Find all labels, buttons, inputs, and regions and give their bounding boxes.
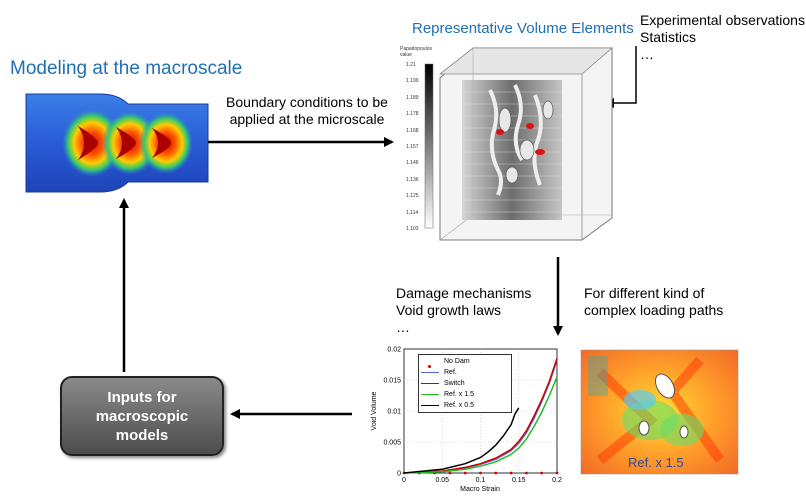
observations-line-1: Experimental observations <box>640 12 805 28</box>
colorbar-title-line-2: value <box>400 52 412 58</box>
series-point-no-dam <box>525 471 528 475</box>
legend-swatch <box>421 405 439 406</box>
chart-legend: No Dam Ref. Switch Ref. x 1.5 Ref. x 0.5 <box>418 354 512 413</box>
colorbar-title: Papadopoulos value <box>400 46 432 58</box>
observations-text: Experimental observations Statistics … <box>640 12 805 63</box>
stress-map: Ref. x 1.5 <box>580 349 739 475</box>
rve-colorbar <box>424 63 434 229</box>
rve-cube <box>438 47 614 241</box>
series-point-no-dam <box>509 471 513 475</box>
series-line-ref-x-1-5 <box>403 376 558 474</box>
chart-ytick-label: 0.01 <box>387 409 401 416</box>
loading-line-2: complex loading paths <box>584 302 724 318</box>
legend-label: Ref. x 0.5 <box>444 402 474 409</box>
colorbar-tick: 1.114 <box>406 209 419 216</box>
chart-xtick-label: 0.2 <box>552 477 562 484</box>
legend-entry-switch: Switch <box>421 378 509 389</box>
chart-series <box>402 358 559 475</box>
chart-xlabel: Macro Strain <box>460 486 500 493</box>
observations-line-2: Statistics <box>640 29 697 45</box>
chart-ylabel: Void Volume <box>371 391 378 430</box>
series-point-no-dam <box>555 471 559 475</box>
series-line-switch <box>403 358 558 474</box>
legend-entry-ref: Ref. <box>421 367 509 378</box>
inputs-line-3: models <box>115 426 169 444</box>
colorbar-tick: 1.146 <box>406 160 419 167</box>
chart-xtick-label: 0.05 <box>435 477 449 484</box>
colorbar-tick: 1.178 <box>406 111 419 118</box>
loading-line-1: For different kind of <box>584 285 705 301</box>
macroscale-title: Modeling at the macroscale <box>10 58 243 79</box>
series-point-no-dam <box>463 471 467 475</box>
series-point-no-dam <box>448 471 452 475</box>
colorbar-tick: 1.21 <box>406 62 416 68</box>
colorbar-tick: 1.103 <box>406 226 419 232</box>
rve-title: Representative Volume Elements <box>412 20 634 37</box>
series-point-no-dam <box>540 471 544 475</box>
stress-map-label: Ref. x 1.5 <box>628 455 684 470</box>
legend-entry-ref-x-1-5: Ref. x 1.5 <box>421 389 509 400</box>
observations-line-3: … <box>640 46 654 62</box>
colorbar-tick: 1.125 <box>406 193 419 200</box>
chart-xtick-label: 0.1 <box>476 477 486 484</box>
boundary-conditions-text: Boundary conditions to be applied at the… <box>222 94 392 128</box>
colorbar-tick: 1.189 <box>406 94 419 101</box>
chart-xtick-label: 0 <box>402 477 406 484</box>
colorbar-title-line-1: Papadopoulos <box>400 46 432 52</box>
colorbar-tick: 1.157 <box>406 144 419 150</box>
legend-label: Switch <box>444 380 465 387</box>
legend-label: Ref. x 1.5 <box>444 391 474 398</box>
chart-ytick-label: 0.015 <box>383 378 401 385</box>
damage-line-2: Void growth laws <box>396 302 502 318</box>
legend-label: Ref. <box>444 369 457 376</box>
damage-line-1: Damage mechanisms <box>396 285 532 301</box>
legend-swatch <box>421 383 439 384</box>
inputs-line-2: macroscopic <box>95 407 189 425</box>
damage-line-3: … <box>396 319 410 335</box>
chart-ticks: 0 0.05 0.1 0.15 0.2 0 0.005 0.01 0.015 0.02 <box>383 347 562 485</box>
legend-label: No Dam <box>444 358 470 365</box>
inputs-box: Inputs for macroscopic models <box>60 376 224 456</box>
colorbar-tick: 1.199 <box>406 78 419 85</box>
series-line-ref-x-0-5 <box>403 407 520 474</box>
legend-entry-ref-x-0-5: Ref. x 0.5 <box>421 400 509 411</box>
series-point-no-dam <box>479 471 482 475</box>
boundary-line-1: Boundary conditions to be <box>226 94 388 110</box>
inputs-line-1: Inputs for <box>107 388 177 406</box>
series-point-no-dam <box>494 471 498 475</box>
legend-swatch <box>421 372 439 373</box>
observations-connector <box>614 46 637 104</box>
chart-ytick-label: 0.02 <box>387 347 401 354</box>
colorbar-tick: 1.136 <box>406 176 419 183</box>
damage-text: Damage mechanisms Void growth laws … <box>396 285 531 336</box>
macroscale-plate <box>25 93 209 193</box>
colorbar-tick: 1.168 <box>406 127 419 134</box>
legend-swatch <box>421 394 439 395</box>
chart-ytick-label: 0 <box>397 471 401 478</box>
legend-entry-no-dam: No Dam <box>421 356 509 369</box>
loading-paths-text: For different kind of complex loading pa… <box>584 285 723 319</box>
chart-ytick-label: 0.005 <box>383 440 401 447</box>
boundary-line-2: applied at the microscale <box>229 111 385 127</box>
chart-xtick-label: 0.15 <box>512 477 526 484</box>
